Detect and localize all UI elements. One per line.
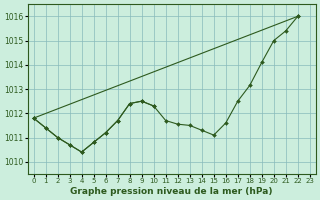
X-axis label: Graphe pression niveau de la mer (hPa): Graphe pression niveau de la mer (hPa) [70,187,273,196]
